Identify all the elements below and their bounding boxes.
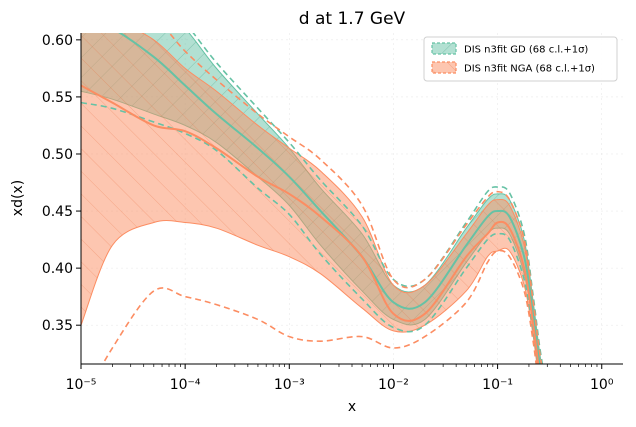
- central-line-nga: [81, 84, 540, 364]
- x-tick-label: 10⁻⁵: [66, 377, 97, 393]
- legend-swatch-gd-hatch: [432, 43, 456, 54]
- chart-title: d at 1.7 GeV: [299, 9, 406, 29]
- band-hatch-nga: [81, 33, 541, 364]
- x-axis-label: x: [348, 399, 356, 415]
- legend-label-gd: DIS n3fit GD (68 c.l.+1σ): [464, 45, 588, 56]
- legend-entry-gd: DIS n3fit GD (68 c.l.+1σ): [431, 42, 588, 56]
- series-lines: [81, 33, 544, 364]
- x-tick-label: 10⁻³: [274, 377, 305, 393]
- sigma-lower-gd: [81, 101, 539, 364]
- ticks: 0.35 0.40 0.45 0.50 0.55 0.60 10⁻⁵ 10⁻⁴ 10⁻³ 10⁻²…: [42, 33, 614, 393]
- x-tick-label: 10⁰: [590, 377, 614, 393]
- legend-box: [423, 36, 618, 82]
- y-tick-label: 0.60: [42, 33, 73, 49]
- legend-label-nga: DIS n3fit NGA (68 c.l.+1σ): [464, 64, 595, 75]
- x-tick-label: 10⁻²: [378, 377, 409, 393]
- y-tick-label: 0.40: [42, 261, 73, 277]
- legend-swatch-nga-hatch: [432, 62, 456, 73]
- sigma-upper-nga: [168, 33, 543, 364]
- y-axis-label: xd(x): [10, 180, 26, 216]
- x-tick-label: 10⁻¹: [482, 377, 513, 393]
- x-tick-label: 10⁻⁴: [170, 377, 201, 393]
- uncertainty-bands: [81, 33, 542, 364]
- y-tick-label: 0.50: [42, 147, 73, 163]
- legend: DIS n3fit GD (68 c.l.+1σ) DIS n3fit NGA …: [423, 36, 618, 82]
- y-tick-label: 0.45: [42, 204, 73, 220]
- sigma-upper-gd: [192, 33, 544, 364]
- central-line-gd: [118, 33, 541, 364]
- legend-entry-nga: DIS n3fit NGA (68 c.l.+1σ): [431, 61, 595, 75]
- y-tick-label: 0.55: [42, 90, 73, 106]
- y-tick-label: 0.35: [42, 318, 73, 334]
